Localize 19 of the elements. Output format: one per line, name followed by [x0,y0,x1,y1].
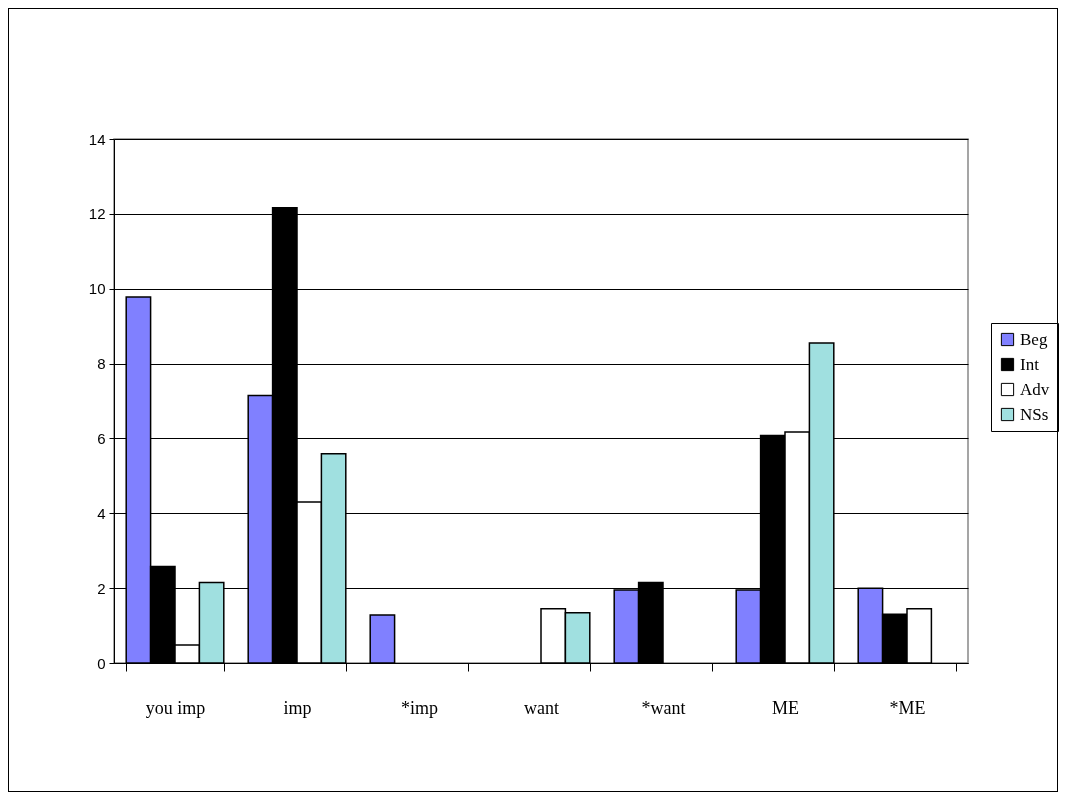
x-tick-label: *want [641,697,686,718]
legend-label: Beg [1020,329,1048,349]
y-tick-label: 14 [88,130,106,148]
y-tick-label: 12 [88,205,106,223]
y-tick-label: 8 [97,355,106,373]
x-tick-label: you imp [145,697,206,718]
y-tick-label: 2 [97,579,106,597]
y-tick-label: 6 [97,429,106,447]
legend-label: NSs [1020,404,1049,424]
y-tick-label: 0 [97,654,106,672]
x-tick-label: want [524,697,559,718]
x-tick-label: *ME [889,697,926,718]
legend-label: Adv [1020,379,1050,399]
y-tick-label: 4 [97,504,106,522]
x-tick-label: imp [283,697,312,718]
legend-label: Int [1020,354,1040,374]
x-tick-label: *imp [400,697,439,718]
y-tick-label: 10 [88,280,106,298]
x-tick-label: ME [772,697,799,718]
